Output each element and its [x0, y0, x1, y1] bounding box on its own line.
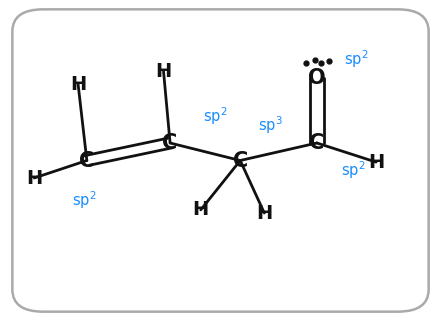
- Text: C: C: [79, 151, 94, 170]
- Text: sp$^{2}$: sp$^{2}$: [203, 105, 228, 127]
- Text: H: H: [155, 62, 172, 81]
- Text: H: H: [26, 169, 42, 187]
- FancyBboxPatch shape: [12, 9, 429, 312]
- Text: C: C: [162, 133, 178, 153]
- Text: sp$^{2}$: sp$^{2}$: [344, 48, 369, 70]
- Text: H: H: [368, 152, 384, 172]
- Text: sp$^{3}$: sp$^{3}$: [258, 115, 282, 136]
- Text: H: H: [193, 200, 209, 219]
- Text: C: C: [309, 133, 325, 153]
- Text: C: C: [232, 151, 248, 170]
- Text: H: H: [70, 74, 86, 94]
- Text: H: H: [256, 204, 273, 222]
- Text: sp$^{2}$: sp$^{2}$: [72, 189, 97, 211]
- Text: sp$^{2}$: sp$^{2}$: [341, 159, 366, 181]
- Text: O: O: [308, 68, 326, 88]
